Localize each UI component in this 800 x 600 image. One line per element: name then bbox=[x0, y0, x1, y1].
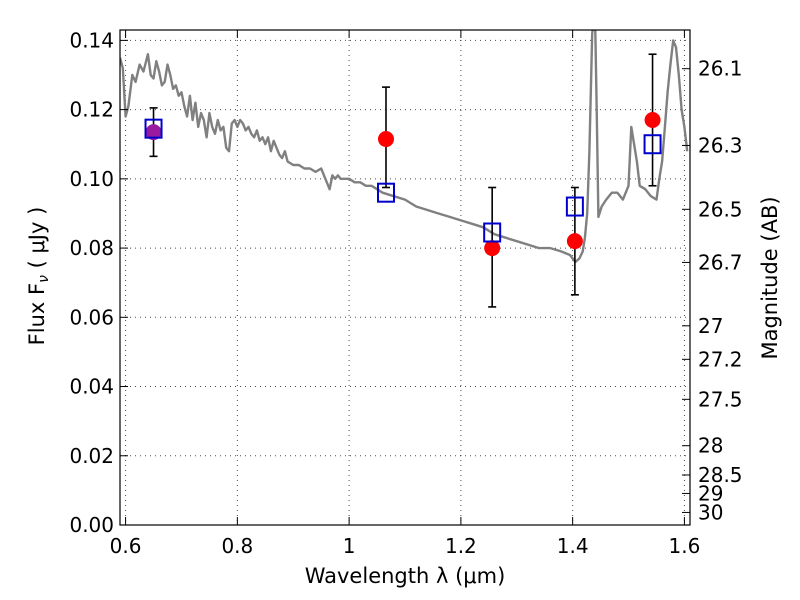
mag-tick-label: 28.5 bbox=[698, 463, 743, 487]
y-tick-label: 0.04 bbox=[69, 375, 114, 399]
mag-tick-label: 27 bbox=[698, 314, 723, 338]
mag-tick-label: 30 bbox=[698, 500, 723, 524]
plot-frame bbox=[119, 29, 691, 526]
x-tick-label: 1.6 bbox=[669, 534, 701, 558]
circle-layer bbox=[145, 112, 661, 257]
observed-flux-point bbox=[378, 131, 394, 148]
y-axis-label-sub: ν bbox=[36, 275, 52, 283]
mag-tick-label: 27.5 bbox=[698, 387, 743, 411]
y-tick-label: 0.06 bbox=[69, 305, 114, 329]
mag-tick-label: 26.5 bbox=[698, 197, 743, 221]
observed-flux-point bbox=[644, 112, 661, 128]
x-axis-label: Wavelength λ (μm) bbox=[305, 564, 506, 588]
x-axis: 0.6 0.8 1 1.2 1.4 1.6 bbox=[110, 30, 701, 558]
y-tick-label: 0.12 bbox=[69, 98, 114, 122]
y-tick-label: 0.10 bbox=[69, 167, 114, 191]
x-tick-label: 1 bbox=[343, 534, 356, 558]
y2-axis-label: Magnitude (AB) bbox=[758, 196, 782, 359]
y-axis-label-main: Flux F bbox=[25, 283, 49, 345]
grid-layer bbox=[120, 30, 690, 526]
square-layer bbox=[144, 118, 662, 243]
model-photometry-point bbox=[643, 134, 662, 155]
y-axis-label: Flux Fν ( μJy ) bbox=[25, 207, 52, 346]
x-tick-label: 0.8 bbox=[221, 534, 253, 558]
spectrum-layer bbox=[120, 30, 689, 264]
mag-tick-label: 26.1 bbox=[698, 57, 743, 81]
mag-tick-label: 26.7 bbox=[698, 250, 743, 274]
y-axis-left: 0.00 0.02 0.04 0.06 0.08 0.10 0.12 0.14 bbox=[69, 28, 128, 537]
observed-flux-point bbox=[145, 124, 162, 141]
y-tick-label: 0.14 bbox=[69, 28, 114, 52]
model-photometry-point bbox=[377, 182, 395, 203]
x-tick-label: 1.4 bbox=[557, 534, 589, 558]
mag-tick-label: 29 bbox=[698, 481, 723, 505]
x-tick-label: 0.6 bbox=[110, 534, 142, 558]
observed-flux-point bbox=[566, 233, 583, 250]
y-axis-label-unit: ( μJy ) bbox=[25, 207, 49, 275]
model-photometry-point bbox=[565, 196, 584, 217]
mag-tick-label: 28 bbox=[698, 434, 723, 458]
x-tick-label: 1.2 bbox=[445, 534, 477, 558]
spectrum-line bbox=[120, 30, 689, 264]
errorbar-layer bbox=[149, 53, 657, 308]
mag-tick-label: 27.2 bbox=[698, 347, 743, 371]
y-tick-label: 0.02 bbox=[69, 444, 114, 468]
observed-flux-point bbox=[484, 240, 501, 257]
y-tick-label: 0.08 bbox=[69, 236, 114, 260]
y-tick-label: 0.00 bbox=[69, 513, 114, 537]
model-photometry-point bbox=[144, 118, 163, 139]
model-photometry-point bbox=[483, 222, 502, 243]
mag-tick-label: 26.3 bbox=[698, 133, 743, 157]
